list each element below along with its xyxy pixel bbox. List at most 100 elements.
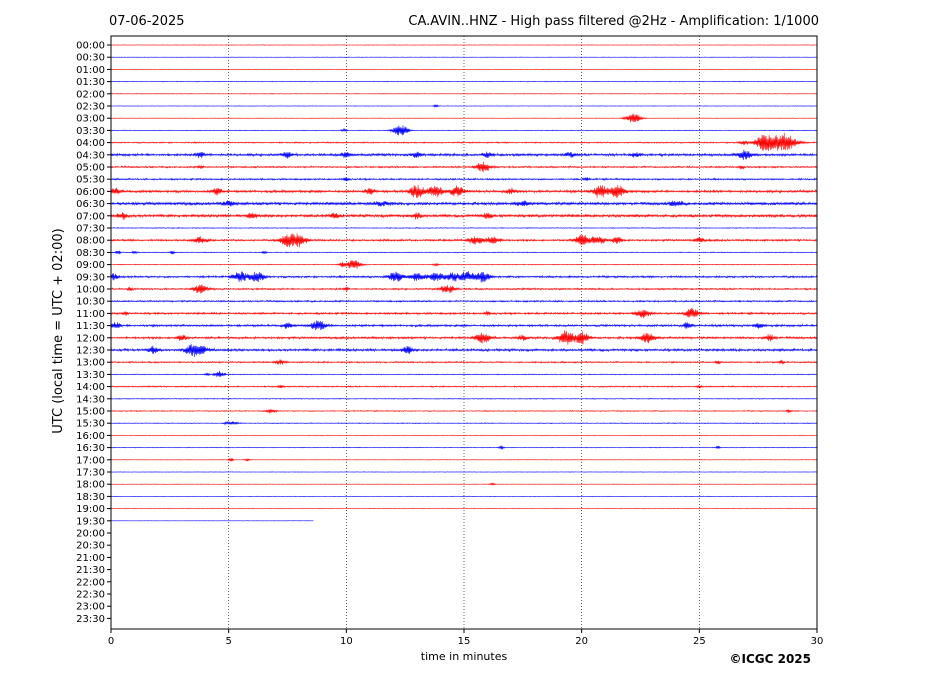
y-tick-label: 09:00 (76, 260, 105, 271)
copyright-notice: ©ICGC 2025 (729, 652, 811, 666)
y-tick-label: 18:30 (76, 492, 105, 503)
trace-0800 (110, 233, 818, 248)
trace-1430 (110, 397, 818, 400)
chart-title: CA.AVIN..HNZ - High pass filtered @2Hz -… (408, 14, 819, 29)
plot-area (110, 35, 818, 630)
trace-1000 (110, 284, 818, 294)
y-tick-label: 03:00 (76, 114, 105, 125)
y-tick-label: 14:00 (76, 382, 105, 393)
y-tick-label: 02:30 (76, 102, 105, 113)
trace-0830 (110, 250, 818, 255)
y-tick-label: 06:30 (76, 199, 105, 210)
y-tick-label: 10:00 (76, 285, 105, 296)
trace-1400 (110, 384, 818, 389)
trace-1300 (110, 359, 818, 365)
trace-1330 (110, 370, 818, 378)
y-tick-label: 05:00 (76, 163, 105, 174)
y-tick-label: 07:30 (76, 224, 105, 235)
x-tick-label: 30 (811, 636, 824, 647)
trace-0300 (110, 113, 818, 123)
trace-1600 (110, 434, 818, 437)
trace-1730 (110, 471, 818, 473)
trace-0230 (110, 104, 818, 108)
x-tick-label: 25 (693, 636, 706, 647)
trace-1630 (110, 445, 818, 450)
y-tick-label: 21:30 (76, 565, 105, 576)
y-tick-label: 15:00 (76, 407, 105, 418)
y-tick-label: 14:30 (76, 394, 105, 405)
trace-1830 (110, 495, 818, 498)
trace-1900 (110, 507, 818, 510)
y-tick-label: 00:00 (76, 41, 105, 52)
y-tick-label: 18:00 (76, 480, 105, 491)
y-tick-label: 15:30 (76, 419, 105, 430)
y-tick-label: 13:30 (76, 370, 105, 381)
y-tick-label: 01:30 (76, 77, 105, 88)
y-tick-label: 17:30 (76, 468, 105, 479)
chart-date: 07-06-2025 (109, 14, 185, 29)
x-tick-label: 20 (575, 636, 588, 647)
trace-0330 (110, 125, 818, 136)
trace-0000 (110, 44, 818, 46)
trace-0700 (110, 212, 818, 220)
trace-0400 (110, 132, 818, 152)
x-tick-label: 0 (108, 636, 114, 647)
trace-0900 (110, 260, 818, 269)
y-tick-label: 16:00 (76, 431, 105, 442)
x-axis-ticks: 0 5 10 15 20 25 30 (108, 629, 824, 647)
y-tick-label: 07:00 (76, 211, 105, 222)
y-tick-label: 00:30 (76, 53, 105, 64)
y-tick-label: 01:00 (76, 65, 105, 76)
trace-0130 (110, 80, 818, 83)
y-tick-label: 20:00 (76, 529, 105, 540)
y-tick-label: 12:30 (76, 346, 105, 357)
y-tick-label: 03:30 (76, 126, 105, 137)
y-tick-label: 11:00 (76, 309, 105, 320)
seismic-traces (110, 44, 818, 522)
trace-1800 (110, 482, 818, 486)
trace-0930 (110, 271, 818, 283)
trace-0530 (110, 177, 818, 182)
y-tick-label: 21:00 (76, 553, 105, 564)
trace-0200 (110, 93, 818, 95)
trace-0730 (110, 227, 818, 229)
y-tick-label: 08:00 (76, 236, 105, 247)
x-tick-label: 15 (458, 636, 471, 647)
y-tick-label: 10:30 (76, 297, 105, 308)
trace-0430 (110, 149, 818, 161)
y-tick-label: 20:30 (76, 541, 105, 552)
y-tick-label: 06:00 (76, 187, 105, 198)
y-tick-label: 22:30 (76, 590, 105, 601)
y-tick-label: 05:30 (76, 175, 105, 186)
y-tick-label: 16:30 (76, 443, 105, 454)
y-tick-label: 23:00 (76, 602, 105, 613)
y-axis-label: UTC (local time = UTC + 02:00) (51, 228, 66, 433)
trace-1500 (110, 409, 818, 414)
trace-1530 (110, 421, 818, 426)
trace-1130 (110, 320, 818, 331)
y-tick-label: 04:30 (76, 150, 105, 161)
trace-1030 (110, 299, 818, 304)
trace-0600 (110, 184, 818, 198)
x-axis-label: time in minutes (421, 650, 508, 663)
trace-1100 (110, 307, 818, 319)
trace-0500 (110, 161, 818, 173)
y-tick-label: 12:00 (76, 333, 105, 344)
x-tick-label: 10 (340, 636, 353, 647)
y-tick-label: 08:30 (76, 248, 105, 259)
y-tick-label: 19:30 (76, 516, 105, 527)
trace-1700 (110, 457, 818, 462)
y-tick-label: 09:30 (76, 272, 105, 283)
trace-0100 (110, 68, 818, 71)
y-tick-label: 04:00 (76, 138, 105, 149)
y-tick-label: 13:00 (76, 358, 105, 369)
trace-1200 (110, 330, 818, 345)
y-tick-label: 02:00 (76, 89, 105, 100)
x-tick-label: 5 (225, 636, 231, 647)
trace-0630 (110, 200, 818, 207)
y-tick-label: 17:00 (76, 455, 105, 466)
y-tick-label: 11:30 (76, 321, 105, 332)
trace-0030 (110, 56, 818, 58)
